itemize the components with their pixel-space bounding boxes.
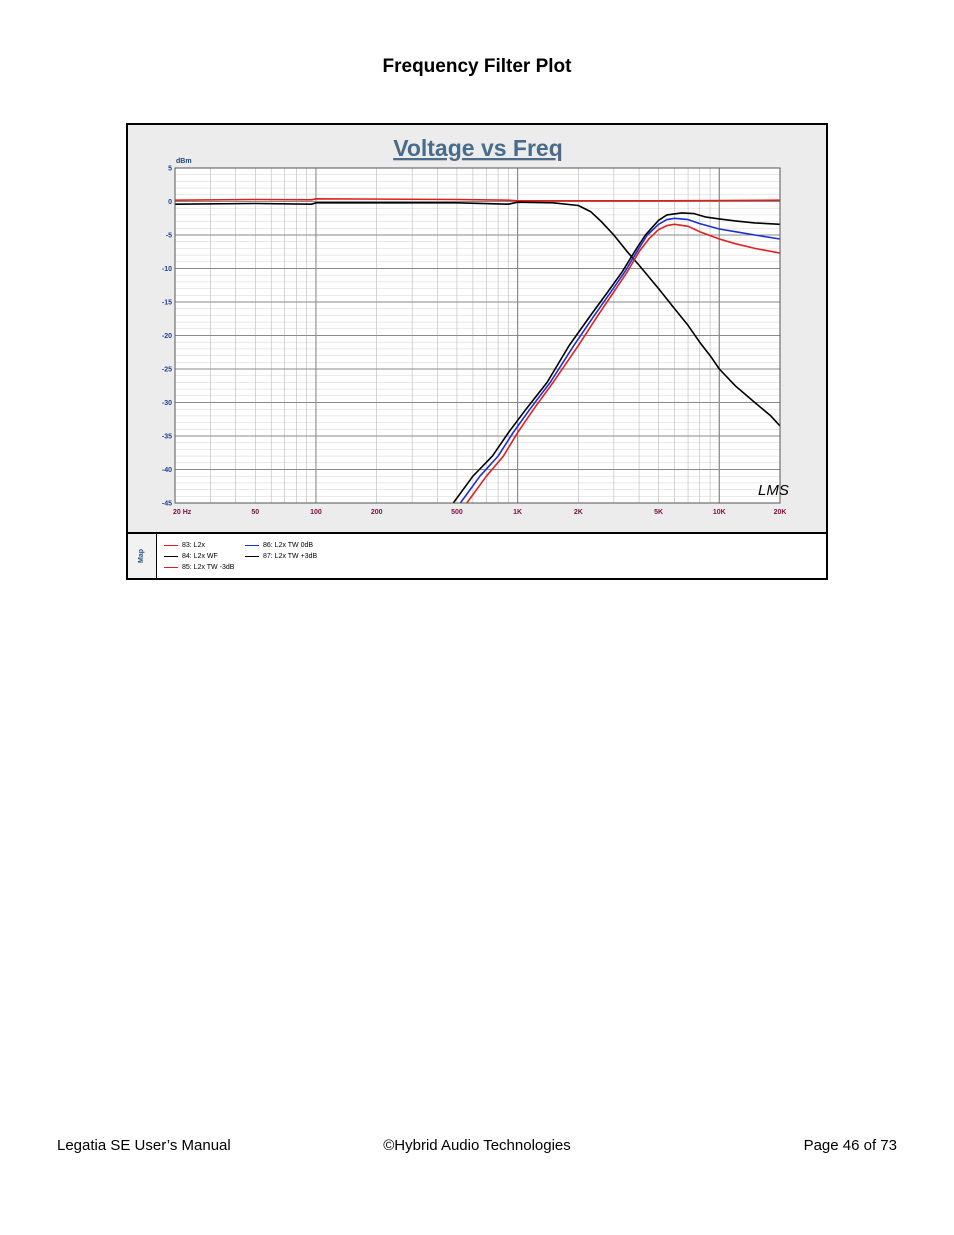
y-tick-label: -45 bbox=[162, 501, 172, 508]
footer-copyright: ©Hybrid Audio Technologies bbox=[383, 1137, 571, 1154]
y-axis-unit-label: dBm bbox=[176, 158, 192, 165]
plot-border bbox=[174, 167, 781, 504]
legend-panel: Map 83: L2x 84: L2x WF 85: L2x TW -3dB 86: … bbox=[128, 532, 826, 578]
signature-mark: LMS bbox=[758, 482, 789, 499]
legend-entry: 84: L2x WF bbox=[164, 553, 218, 560]
series-line-5 bbox=[452, 212, 780, 503]
x-tick-label: 500 bbox=[451, 509, 463, 516]
footer-manual-title: Legatia SE User’s Manual bbox=[57, 1137, 231, 1154]
x-tick-label: 100 bbox=[310, 509, 322, 516]
legend-swatch bbox=[164, 545, 178, 546]
legend-label: 85: L2x TW -3dB bbox=[182, 564, 235, 571]
legend-label: 86: L2x TW 0dB bbox=[263, 542, 314, 549]
legend-entry: 83: L2x bbox=[164, 542, 205, 549]
x-tick-label: 20K bbox=[774, 509, 787, 516]
series-line-1 bbox=[175, 198, 780, 202]
chart-title: Voltage vs Freq bbox=[393, 135, 563, 161]
legend-swatch bbox=[245, 545, 259, 546]
x-tick-label: 10K bbox=[713, 509, 726, 516]
page-heading: Frequency Filter Plot bbox=[382, 56, 572, 77]
legend-swatch bbox=[164, 556, 178, 557]
legend-entry: 87: L2x TW +3dB bbox=[245, 553, 317, 560]
series-line-4 bbox=[459, 217, 780, 503]
y-tick-label: -35 bbox=[162, 434, 172, 441]
legend-side-label: Map bbox=[138, 549, 145, 563]
legend-side-tab: Map bbox=[128, 534, 157, 578]
x-tick-label: 5K bbox=[654, 509, 663, 516]
legend-swatch bbox=[245, 556, 259, 557]
chart-svg: Voltage vs Freq dBm 50-5-10-15-20-25-30-… bbox=[162, 135, 789, 517]
legend-swatch bbox=[164, 567, 178, 568]
chart-figure: Voltage vs Freq dBm 5 0 -5 -10 -15 -20 -25 -30-… bbox=[126, 123, 828, 580]
y-tick-label: -5 bbox=[166, 233, 172, 240]
y-tick-label: -25 bbox=[162, 367, 172, 374]
y-tick-label: -20 bbox=[162, 333, 172, 340]
series-line-2 bbox=[175, 201, 780, 427]
legend-entry: 86: L2x TW 0dB bbox=[245, 542, 313, 549]
y-tick-label: -10 bbox=[162, 266, 172, 273]
legend-label: 83: L2x bbox=[182, 542, 205, 549]
y-tick-label: -15 bbox=[162, 300, 172, 307]
x-tick-label: 20 Hz bbox=[173, 509, 192, 516]
y-tick-label: -30 bbox=[162, 400, 172, 407]
series-line-3 bbox=[466, 223, 780, 503]
x-tick-label: 200 bbox=[371, 509, 383, 516]
x-tick-label: 50 bbox=[251, 509, 259, 516]
footer-page-number: Page 46 of 73 bbox=[803, 1137, 897, 1154]
y-tick-label: 5 bbox=[168, 166, 172, 173]
x-tick-label: 1K bbox=[513, 509, 522, 516]
legend-label: 84: L2x WF bbox=[182, 553, 218, 560]
y-tick-label: -40 bbox=[162, 467, 172, 474]
y-tick-label: 0 bbox=[168, 199, 172, 206]
x-tick-label: 2K bbox=[574, 509, 583, 516]
legend-label: 87: L2x TW +3dB bbox=[263, 553, 318, 560]
legend-entry: 85: L2x TW -3dB bbox=[164, 564, 234, 571]
